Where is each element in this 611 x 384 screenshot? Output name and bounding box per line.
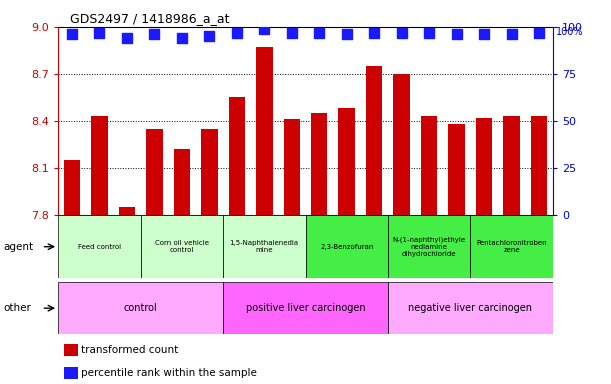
Bar xyxy=(393,74,410,215)
Point xyxy=(232,30,242,36)
Bar xyxy=(448,124,465,215)
Bar xyxy=(284,119,300,215)
Text: percentile rank within the sample: percentile rank within the sample xyxy=(81,368,257,378)
Bar xyxy=(201,129,218,215)
Text: N-(1-naphthyl)ethyle
nediamine
dihydrochloride: N-(1-naphthyl)ethyle nediamine dihydroch… xyxy=(393,237,466,257)
Bar xyxy=(223,215,306,278)
Text: negative liver carcinogen: negative liver carcinogen xyxy=(409,303,532,313)
Point xyxy=(149,31,159,38)
Bar xyxy=(256,47,273,215)
Point xyxy=(287,30,297,36)
Text: 100%: 100% xyxy=(556,27,584,37)
Text: GDS2497 / 1418986_a_at: GDS2497 / 1418986_a_at xyxy=(70,12,230,25)
Bar xyxy=(338,108,355,215)
Text: Pentachloronitroben
zene: Pentachloronitroben zene xyxy=(477,240,547,253)
Bar xyxy=(174,149,190,215)
Text: Corn oil vehicle
control: Corn oil vehicle control xyxy=(155,240,209,253)
Point xyxy=(397,30,407,36)
Point xyxy=(507,31,517,38)
Point xyxy=(259,26,269,32)
Point xyxy=(177,35,187,41)
Text: agent: agent xyxy=(3,242,33,252)
Bar xyxy=(311,113,327,215)
Point xyxy=(369,30,379,36)
Text: transformed count: transformed count xyxy=(81,345,178,355)
Point xyxy=(534,30,544,36)
Bar xyxy=(531,116,547,215)
Point xyxy=(480,31,489,38)
Bar xyxy=(306,215,388,278)
Bar xyxy=(476,118,492,215)
Text: positive liver carcinogen: positive liver carcinogen xyxy=(246,303,365,313)
Bar xyxy=(119,207,135,215)
Bar xyxy=(91,116,108,215)
Point xyxy=(67,31,77,38)
Bar xyxy=(366,66,382,215)
Bar xyxy=(64,160,80,215)
Bar xyxy=(58,282,223,334)
Text: 1,5-Naphthalenedia
mine: 1,5-Naphthalenedia mine xyxy=(230,240,299,253)
Point xyxy=(204,33,214,40)
Point xyxy=(452,31,462,38)
Point xyxy=(122,35,132,41)
Text: control: control xyxy=(123,303,158,313)
Bar xyxy=(503,116,520,215)
Point xyxy=(424,30,434,36)
Bar xyxy=(229,98,245,215)
Text: other: other xyxy=(3,303,31,313)
Text: Feed control: Feed control xyxy=(78,244,121,250)
Bar xyxy=(58,215,141,278)
Text: 2,3-Benzofuran: 2,3-Benzofuran xyxy=(320,244,373,250)
Bar xyxy=(141,215,223,278)
Bar xyxy=(470,215,553,278)
Bar xyxy=(388,215,470,278)
Point xyxy=(95,30,104,36)
Point xyxy=(342,31,352,38)
Bar xyxy=(421,116,437,215)
Bar xyxy=(146,129,163,215)
Bar xyxy=(388,282,553,334)
Bar xyxy=(223,282,388,334)
Point xyxy=(315,30,324,36)
